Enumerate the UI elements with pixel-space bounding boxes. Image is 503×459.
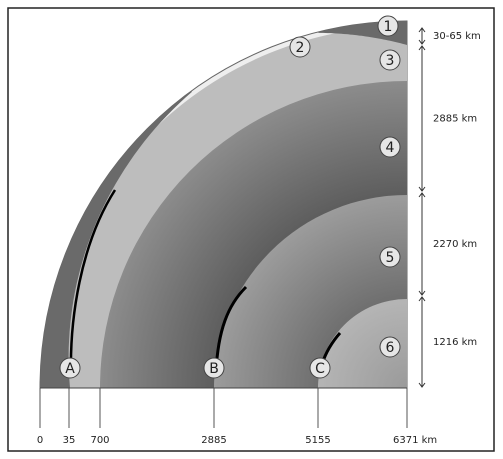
- marker-label: 6: [386, 340, 395, 356]
- marker-circle: [309, 357, 331, 379]
- depth-label: 700: [90, 435, 109, 446]
- ray: [69, 189, 117, 373]
- crust: [40, 91, 192, 388]
- thickness-label: 1216 km: [433, 337, 477, 348]
- depth-label: 2885: [201, 435, 226, 446]
- arrow-head: [418, 45, 426, 51]
- marker: A: [59, 357, 81, 379]
- marker: 4: [379, 136, 401, 158]
- arrow-head: [418, 290, 426, 296]
- marker-label: 3: [386, 53, 395, 69]
- marker-label: 4: [386, 140, 395, 156]
- marker: C: [309, 357, 331, 379]
- arrow-head: [418, 192, 426, 198]
- marker: B: [203, 357, 225, 379]
- marker: 1: [377, 15, 399, 37]
- marker: 3: [379, 49, 401, 71]
- marker: 6: [379, 336, 401, 358]
- marker-label: B: [209, 361, 219, 377]
- arrow-head: [418, 296, 426, 302]
- marker-label: 1: [384, 19, 393, 35]
- depth-label: 35: [63, 435, 76, 446]
- depth-label: 5155: [305, 435, 330, 446]
- marker: 5: [379, 246, 401, 268]
- arrow-head: [418, 186, 426, 192]
- marker-label: C: [315, 361, 325, 377]
- marker-label: 2: [296, 40, 305, 56]
- depth-label: 6371 km: [393, 435, 437, 446]
- marker-circle: [377, 15, 399, 37]
- marker: 2: [289, 36, 311, 58]
- inner-core: [318, 299, 407, 388]
- marker-circle: [379, 246, 401, 268]
- arrow-head: [418, 382, 426, 388]
- depth-label: 0: [37, 435, 43, 446]
- marker-circle: [379, 49, 401, 71]
- marker-label: A: [65, 361, 75, 377]
- thickness-label: 2885 km: [433, 114, 477, 125]
- marker-label: 5: [386, 250, 395, 266]
- thickness-label: 2270 km: [433, 239, 477, 250]
- marker-circle: [289, 36, 311, 58]
- arrow-head: [418, 39, 426, 45]
- marker-circle: [203, 357, 225, 379]
- marker-circle: [59, 357, 81, 379]
- marker-circle: [379, 336, 401, 358]
- layers: [39, 20, 408, 389]
- arrow-head: [418, 27, 426, 33]
- marker-circle: [379, 136, 401, 158]
- thickness-label: 30-65 km: [433, 31, 481, 42]
